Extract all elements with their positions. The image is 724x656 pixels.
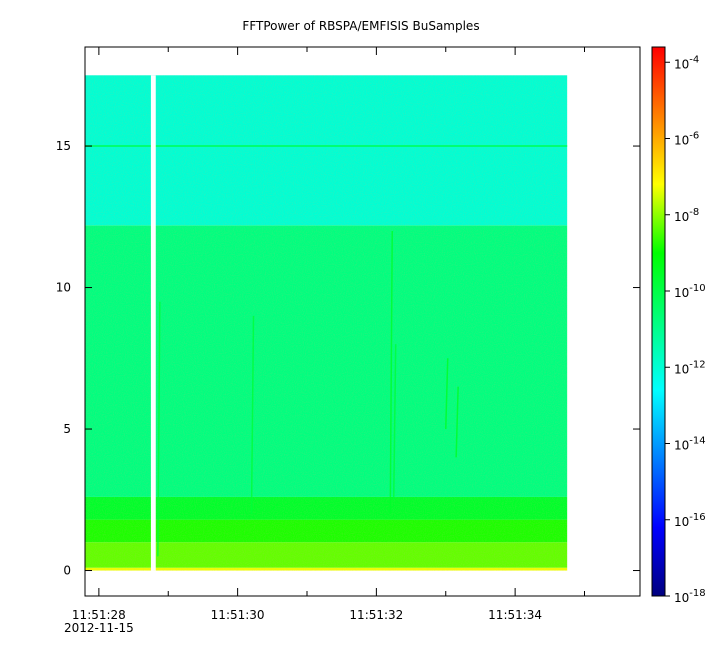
- colorbar-tick-label: 10-14: [674, 436, 706, 453]
- data-gap: [150, 75, 156, 571]
- y-axis: 0 5 10 15: [56, 139, 640, 578]
- y-tick-label: 15: [56, 139, 71, 153]
- colorbar-tick-label: 10-4: [674, 54, 699, 71]
- colorbar-axis: 10-18 10-16 10-14 10-12 10-10 10-8 10-6 10-4: [665, 54, 706, 605]
- colorbar-tick-label: 10-6: [674, 131, 699, 148]
- x-date-label: 2012-11-15: [64, 621, 134, 635]
- emission-feature-1: [250, 315, 255, 514]
- colorbar-tick-label: 10-10: [674, 283, 706, 300]
- y-tick-label: 10: [56, 281, 71, 295]
- y-tick-label: 5: [63, 422, 71, 436]
- spectrum-noise: [85, 75, 568, 571]
- x-tick-label: 11:51:28: [72, 608, 126, 622]
- emission-feature-5: [455, 386, 459, 458]
- x-tick-label: 11:51:34: [488, 608, 542, 622]
- plot-frame: [84, 46, 641, 597]
- x-tick-label: 11:51:32: [349, 608, 403, 622]
- emission-feature-2: [389, 230, 393, 514]
- emission-feature-4: [445, 358, 449, 430]
- emission-feature-0: [157, 301, 161, 557]
- y-tick-label: 0: [63, 564, 71, 578]
- colorbar-tick-label: 10-12: [674, 359, 706, 376]
- plot-area: [85, 75, 568, 571]
- colorbar-tick-label: 10-18: [674, 588, 706, 605]
- colorbar-tick-label: 10-8: [674, 207, 699, 224]
- colorbar-tick-label: 10-16: [674, 512, 706, 529]
- x-tick-label: 11:51:30: [211, 608, 265, 622]
- emission-feature-3: [392, 344, 397, 500]
- chart-title: FFTPower of RBSPA/EMFISIS BuSamples: [242, 19, 479, 33]
- colorbar: [651, 46, 666, 597]
